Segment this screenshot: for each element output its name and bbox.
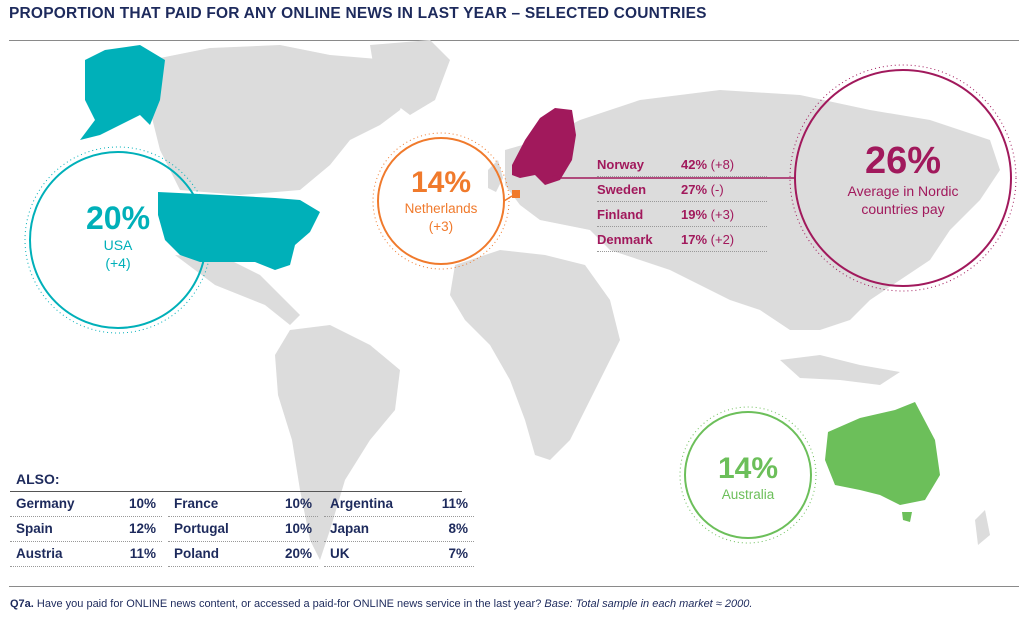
also-country: France	[174, 496, 219, 511]
netherlands-label: Netherlands	[404, 201, 478, 216]
also-country: Argentina	[330, 496, 394, 511]
also-pct: 11%	[441, 496, 468, 511]
nordic-row: Denmark 17% (+2)	[597, 227, 767, 252]
nordic-country: Denmark	[597, 232, 653, 247]
australia-circle-dotted	[679, 406, 817, 544]
usa-shape	[158, 192, 320, 270]
nordic-label-line1: Average in Nordic	[847, 183, 959, 199]
nordic-change: (+3)	[710, 207, 735, 222]
tasmania-shape	[902, 512, 912, 522]
uk-landmass	[488, 160, 503, 192]
africa-landmass	[450, 250, 620, 460]
also-cell: Portugal 10%	[168, 517, 318, 542]
usa-callout: 20% USA (+4)	[48, 200, 188, 272]
also-pct: 10%	[128, 496, 156, 511]
nordic-row: Finland 19% (+3)	[597, 202, 767, 227]
netherlands-callout: 14% Netherlands (+3)	[381, 166, 501, 236]
also-country: Spain	[16, 521, 53, 536]
australia-shape	[825, 402, 940, 505]
nordic-pct: 17%	[681, 232, 708, 247]
also-pct: 8%	[448, 521, 468, 536]
australia-value: 14%	[717, 452, 779, 485]
also-cell: Austria 11%	[10, 542, 162, 567]
mexico-landmass	[175, 255, 300, 325]
also-cell: UK 7%	[324, 542, 474, 567]
japan-landmass	[905, 200, 925, 250]
footnote-base: Base: Total sample in each market ≈ 2000…	[544, 598, 753, 610]
also-country: Germany	[16, 496, 75, 511]
also-pct: 10%	[284, 496, 312, 511]
indonesia-landmass	[780, 355, 900, 385]
south-america-landmass	[275, 325, 400, 560]
also-heading: ALSO:	[10, 471, 462, 492]
also-cell: Spain 12%	[10, 517, 162, 542]
also-pct: 20%	[284, 546, 312, 561]
nordic-country: Finland	[597, 207, 644, 222]
nordic-pct: 42%	[681, 157, 708, 172]
usa-label: USA	[103, 237, 133, 253]
footnote: Q7a. Have you paid for ONLINE news conte…	[10, 598, 752, 610]
netherlands-shape	[512, 190, 520, 198]
also-grid: Germany 10% France 10% Argentina 11% Spain 1…	[10, 492, 474, 567]
footnote-question: Have you paid for ONLINE news content, o…	[36, 598, 542, 610]
nordic-pct: 27%	[681, 182, 708, 197]
nordic-row: Norway 42% (+8)	[597, 152, 767, 177]
also-table: ALSO: Germany 10% France 10% Argentina 11% …	[10, 471, 474, 567]
nordic-change: (+2)	[710, 232, 735, 247]
also-cell: Japan 8%	[324, 517, 474, 542]
also-pct: 7%	[448, 546, 468, 561]
alaska-shape	[80, 45, 165, 140]
new-zealand-landmass	[975, 510, 990, 545]
nordic-country: Sweden	[597, 182, 647, 197]
nordic-callout: 26% Average in Nordic countries pay	[823, 140, 983, 218]
nordic-row: Sweden 27% (-)	[597, 177, 767, 202]
nordic-country: Norway	[597, 157, 644, 172]
nordic-change: (+8)	[710, 157, 735, 172]
also-country: Japan	[330, 521, 370, 536]
usa-circle-dotted	[24, 146, 212, 334]
also-country: Poland	[174, 546, 220, 561]
nordic-connector-dot	[552, 175, 558, 181]
also-country: Austria	[16, 546, 63, 561]
usa-change: (+4)	[105, 255, 131, 271]
netherlands-connector	[503, 195, 513, 202]
nordic-shape	[512, 108, 576, 185]
eurasia-landmass	[505, 90, 1000, 330]
usa-value: 20%	[85, 200, 151, 236]
netherlands-circle-dotted	[372, 132, 510, 270]
nordic-change: (-)	[710, 182, 724, 197]
netherlands-value: 14%	[410, 166, 472, 199]
bottom-divider	[9, 586, 1019, 587]
australia-label: Australia	[721, 487, 775, 502]
greenland-landmass	[370, 40, 450, 115]
page-title: PROPORTION THAT PAID FOR ANY ONLINE NEWS…	[9, 5, 707, 22]
netherlands-change: (+3)	[428, 219, 454, 234]
usa-circle	[29, 151, 207, 329]
nordic-country-table: Norway 42% (+8) Sweden 27% (-) Finland 1…	[597, 152, 767, 252]
also-pct: 11%	[129, 546, 156, 561]
australia-circle	[684, 411, 812, 539]
canada-landmass	[150, 45, 410, 195]
also-cell: Germany 10%	[10, 492, 162, 517]
also-cell: France 10%	[168, 492, 318, 517]
australia-callout: 14% Australia	[688, 452, 808, 504]
nordic-circle-dotted	[789, 64, 1017, 292]
also-pct: 12%	[128, 521, 156, 536]
top-divider	[9, 40, 1019, 41]
also-country: UK	[330, 546, 350, 561]
also-cell: Poland 20%	[168, 542, 318, 567]
nordic-label-line2: countries pay	[861, 201, 945, 217]
nordic-pct: 19%	[681, 207, 708, 222]
also-cell: Argentina 11%	[324, 492, 474, 517]
also-country: Portugal	[174, 521, 229, 536]
also-pct: 10%	[284, 521, 312, 536]
nordic-value: 26%	[864, 140, 942, 182]
footnote-code: Q7a.	[10, 598, 34, 610]
